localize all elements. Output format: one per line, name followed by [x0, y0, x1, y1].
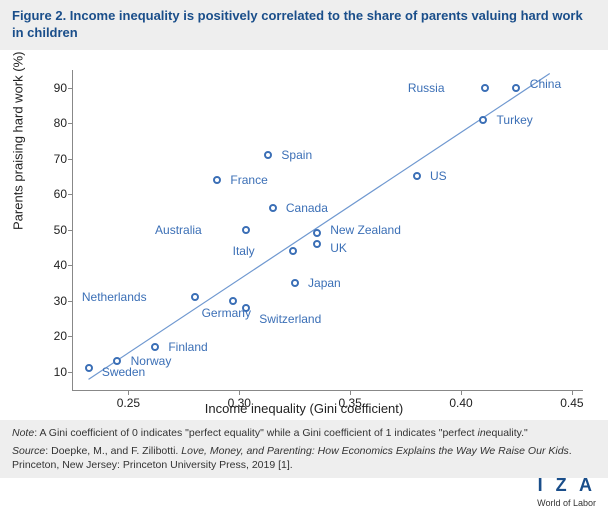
data-point [413, 172, 421, 180]
y-tick-label: 30 [33, 294, 67, 308]
source-italic: Love, Money, and Parenting: How Economic… [181, 445, 569, 457]
data-label: UK [330, 241, 347, 255]
data-label: US [430, 169, 447, 183]
data-label: Netherlands [82, 290, 147, 304]
data-point [229, 297, 237, 305]
y-tick-label: 80 [33, 116, 67, 130]
note-italic: in [477, 427, 485, 439]
y-tick-mark [68, 372, 73, 373]
data-point [85, 364, 93, 372]
figure-footer: Note: A Gini coefficient of 0 indicates … [0, 420, 608, 479]
x-tick-mark [239, 390, 240, 395]
y-tick-mark [68, 194, 73, 195]
y-tick-label: 10 [33, 365, 67, 379]
x-tick-mark [128, 390, 129, 395]
data-label: Turkey [497, 113, 533, 127]
data-point [191, 293, 199, 301]
x-tick-label: 0.45 [560, 396, 583, 410]
x-tick-label: 0.40 [449, 396, 472, 410]
figure-container: Figure 2. Income inequality is positivel… [0, 0, 608, 517]
data-label: Finland [168, 340, 207, 354]
data-point [481, 84, 489, 92]
chart-area: Parents praising hard work (%) 102030405… [0, 50, 608, 420]
data-point [512, 84, 520, 92]
data-point [313, 229, 321, 237]
y-tick-label: 90 [33, 81, 67, 95]
data-point [213, 176, 221, 184]
note-line: Note: A Gini coefficient of 0 indicates … [12, 426, 596, 440]
y-tick-mark [68, 265, 73, 266]
data-label: China [530, 77, 561, 91]
data-point [289, 247, 297, 255]
y-tick-mark [68, 336, 73, 337]
data-label: Russia [408, 81, 445, 95]
x-tick-mark [572, 390, 573, 395]
note-text: : A Gini coefficient of 0 indicates "per… [34, 427, 477, 439]
data-label: Italy [233, 244, 255, 258]
y-tick-mark [68, 301, 73, 302]
y-tick-label: 20 [33, 329, 67, 343]
y-tick-label: 70 [33, 152, 67, 166]
data-label: Canada [286, 201, 328, 215]
x-tick-mark [350, 390, 351, 395]
note-text2: equality." [486, 427, 528, 439]
data-point [479, 116, 487, 124]
data-point [113, 357, 121, 365]
y-axis-label: Parents praising hard work (%) [11, 51, 26, 229]
data-label: Norway [131, 354, 172, 368]
data-label: New Zealand [330, 223, 401, 237]
note-label: Note [12, 427, 34, 439]
data-point [242, 304, 250, 312]
data-point [269, 204, 277, 212]
data-label: Switzerland [259, 312, 321, 326]
x-tick-label: 0.25 [117, 396, 140, 410]
iza-subtitle: World of Labor [537, 497, 596, 509]
data-point [242, 226, 250, 234]
figure-title: Figure 2. Income inequality is positivel… [0, 0, 608, 50]
data-label: Spain [281, 148, 312, 162]
plot-region: 1020304050607080900.250.300.350.400.45Sw… [72, 70, 583, 391]
y-tick-mark [68, 123, 73, 124]
y-tick-label: 40 [33, 258, 67, 272]
source-line: Source: Doepke, M., and F. Zilibotti. Lo… [12, 444, 596, 472]
y-tick-label: 60 [33, 187, 67, 201]
data-point [313, 240, 321, 248]
iza-logo: I Z A [537, 473, 596, 497]
data-label: France [230, 173, 267, 187]
logo-block: I Z A World of Labor [537, 473, 596, 509]
source-label: Source [12, 445, 45, 457]
x-tick-mark [461, 390, 462, 395]
y-tick-mark [68, 88, 73, 89]
data-label: Australia [155, 223, 202, 237]
data-label: Japan [308, 276, 341, 290]
y-tick-mark [68, 159, 73, 160]
data-point [264, 151, 272, 159]
x-axis-label: Income inequality (Gini coefficient) [205, 401, 403, 416]
y-tick-label: 50 [33, 223, 67, 237]
data-point [151, 343, 159, 351]
y-tick-mark [68, 230, 73, 231]
source-text: : Doepke, M., and F. Zilibotti. [45, 445, 181, 457]
data-point [291, 279, 299, 287]
